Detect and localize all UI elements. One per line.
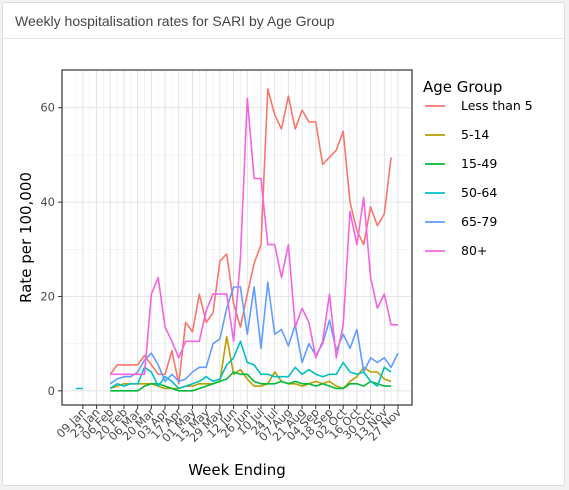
y-axis: 0 20 40 60 xyxy=(40,101,62,398)
series-line-3 xyxy=(76,340,392,390)
series-line-4 xyxy=(109,281,399,385)
legend-label: 15-49 xyxy=(461,156,497,171)
card-title: Weekly hospitalisation rates for SARI by… xyxy=(15,13,335,29)
y-tick-label: 60 xyxy=(40,101,55,115)
legend-label: 50-64 xyxy=(461,185,497,200)
y-tick-label: 0 xyxy=(48,384,55,398)
plot-border xyxy=(61,69,413,406)
legend: Age Group Less than 5 5-14 15-49 50-64 65-79… xyxy=(423,78,533,260)
y-axis-title: Rate per 100,000 xyxy=(17,172,35,303)
card-header: Weekly hospitalisation rates for SARI by… xyxy=(3,3,564,39)
legend-label: 5-14 xyxy=(461,127,489,142)
series-line-5 xyxy=(110,97,398,376)
legend-label: Less than 5 xyxy=(461,98,533,113)
series-line-0 xyxy=(109,88,392,385)
legend-title: Age Group xyxy=(423,78,502,96)
series-lines xyxy=(76,88,399,392)
x-axis-title: Week Ending xyxy=(188,461,286,479)
legend-label: 80+ xyxy=(461,243,487,258)
y-tick-label: 40 xyxy=(40,195,55,209)
y-tick-label: 20 xyxy=(40,289,55,303)
legend-label: 65-79 xyxy=(461,214,497,229)
